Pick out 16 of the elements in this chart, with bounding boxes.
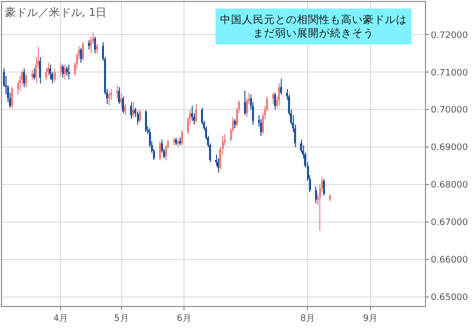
x-tick-label: 6月 bbox=[176, 314, 192, 324]
x-tick-label: 4月 bbox=[53, 314, 68, 324]
x-tick-label: 9月 bbox=[362, 314, 378, 324]
y-tick-label: 0.71000 bbox=[430, 68, 468, 78]
x-tick-label: 5月 bbox=[114, 314, 129, 324]
y-tick-label: 0.68000 bbox=[430, 180, 468, 191]
chart-title: 豪ドル／米ドル, 1日 bbox=[4, 6, 107, 19]
y-tick-label: 0.70000 bbox=[430, 106, 468, 116]
y-tick-label: 0.66000 bbox=[430, 256, 468, 266]
annotation: 中国人民元との相関性も高い豪ドルは bbox=[220, 13, 407, 26]
y-tick-label: 0.72000 bbox=[430, 30, 468, 41]
y-tick-label: 0.69000 bbox=[430, 143, 468, 154]
x-tick-label: 8月 bbox=[300, 314, 315, 324]
y-tick-label: 0.67000 bbox=[430, 218, 468, 228]
annotation: まだ弱い展開が続きそう bbox=[253, 28, 374, 40]
y-tick-label: 0.65000 bbox=[430, 293, 468, 304]
